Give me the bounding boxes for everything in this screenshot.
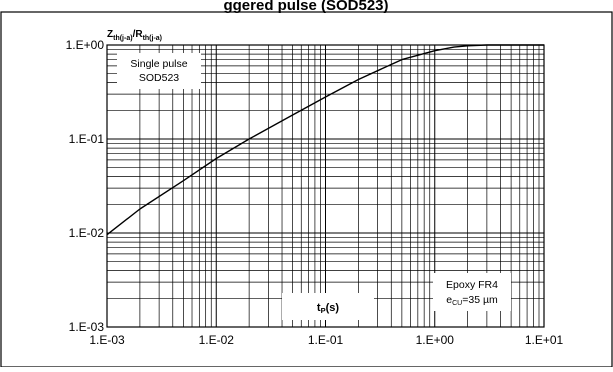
y-axis-label-sub2: th(j-a) [143,35,162,42]
annotation-substrate-line1: Epoxy FR4 [446,279,498,291]
x-axis-label-box [282,293,374,320]
x-tick-label: 1.E-02 [199,333,235,347]
x-axis-label: tP(s) [317,302,339,315]
x-tick-label: 1.E-03 [89,333,125,347]
plot-frame [106,44,545,328]
x-tick-label: 1.E+00 [416,333,455,347]
annotation-single-pulse-box [117,53,201,89]
figure-top-heading: ggered pulse (SOD523) [223,0,388,14]
annotation-ecu-rest: =35 µm [462,294,498,306]
annotation-ecu-e: e [446,294,452,306]
x-tick-label: 1.E-01 [308,333,344,347]
annotation-substrate: Epoxy FR4 eCU=35 µm [433,273,511,311]
x-tick-label: 1.E+01 [525,333,564,347]
axis-layer: 1.E-03 1.E-02 1.E-01 1.E+00 1.E+01 1.E-03 1.E-… [66,38,564,347]
y-axis-label-mid: /R [133,29,144,40]
y-tick-label: 1.E-01 [69,132,105,146]
annotation-ecu-sub: CU [452,300,462,307]
y-tick-label: 1.E-03 [69,320,105,334]
y-tick-label: 1.E+00 [66,38,105,52]
y-axis-label-sub1: th(j-a) [113,35,132,42]
y-axis-label: Zth(j-a)/Rth(j-a) [107,29,162,42]
series-layer [106,44,544,236]
annotation-single-pulse: Single pulse SOD523 [117,53,201,89]
y-axis-label-z: Z [107,29,113,40]
y-tick-label: 1.E-02 [69,226,105,240]
annotation-single-pulse-line2: SOD523 [139,72,179,84]
annotation-substrate-line2: eCU=35 µm [446,294,498,307]
annotation-substrate-box [433,273,511,311]
x-axis-label-unit: (s) [326,302,340,314]
x-axis-label-sub: P [321,306,326,315]
x-axis-label-t: t [317,302,321,314]
series-line-thermal-impedance [106,44,544,236]
x-axis-label-group: tP(s) [282,293,374,320]
annotation-single-pulse-line1: Single pulse [130,58,187,70]
